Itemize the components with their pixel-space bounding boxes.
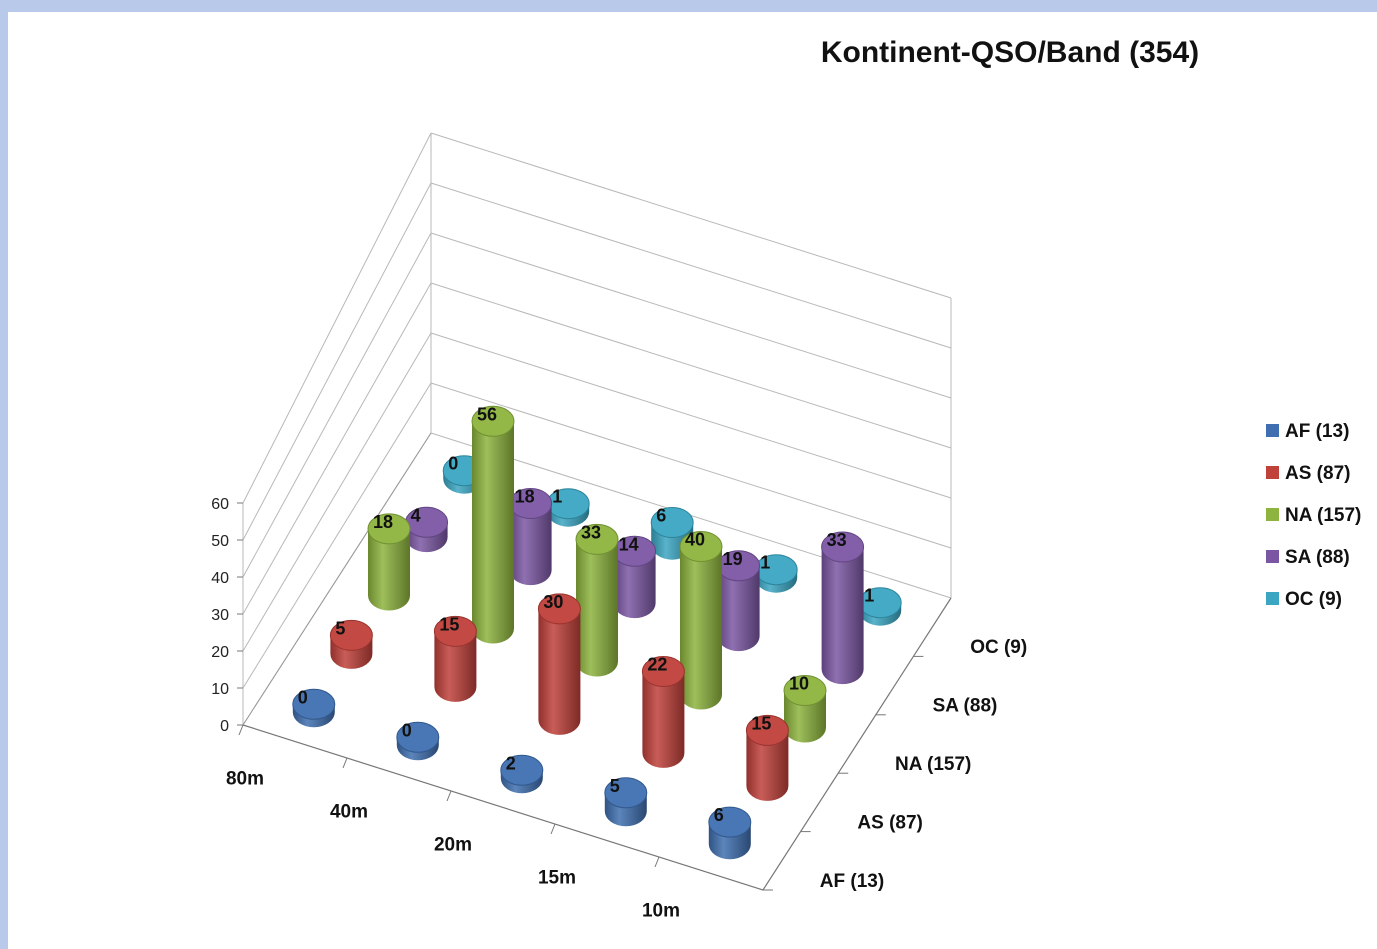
legend-item: NA (157) xyxy=(1266,505,1361,526)
y-tick-label: OC (9) xyxy=(970,637,1027,658)
bar-value-label: 1 xyxy=(760,553,770,573)
z-axis-ticks: 0 10 20 30 40 50 60 xyxy=(211,496,243,735)
y-tick-label: NA (157) xyxy=(895,754,971,775)
x-tick-label: 15m xyxy=(538,868,576,889)
bar-cylinder: 30 xyxy=(537,592,581,735)
bar-value-label: 18 xyxy=(515,487,535,507)
bar-cylinder: 18 xyxy=(367,512,411,611)
legend-swatch xyxy=(1266,550,1279,563)
bar-value-label: 0 xyxy=(298,687,308,707)
legend-item: AF (13) xyxy=(1266,421,1349,442)
y-tick-label: AF (13) xyxy=(820,871,884,892)
legend-label: NA (157) xyxy=(1285,505,1361,526)
legend-label: SA (88) xyxy=(1285,547,1350,568)
bar-value-label: 15 xyxy=(439,614,459,634)
x-tick-label: 80m xyxy=(226,769,264,790)
bar-value-label: 40 xyxy=(685,530,705,550)
z-tick-label: 40 xyxy=(211,570,229,587)
bar-value-label: 5 xyxy=(335,618,345,638)
y-tick-label: SA (88) xyxy=(933,696,998,717)
bar-cylinder: 1 xyxy=(546,487,590,527)
bar-value-label: 15 xyxy=(751,713,771,733)
y-tick-label: AS (87) xyxy=(857,812,922,833)
legend-swatch xyxy=(1266,466,1279,479)
bar-value-label: 6 xyxy=(714,805,724,825)
y-axis-ticks: AF (13) AS (87) NA (157) SA (88) OC (9) xyxy=(763,637,1027,892)
x-tick-label: 40m xyxy=(330,802,368,823)
legend-swatch xyxy=(1266,508,1279,521)
bar-cylinder: 15 xyxy=(745,713,789,801)
z-tick-label: 0 xyxy=(220,718,229,735)
bar-value-label: 14 xyxy=(619,534,639,554)
x-tick-label: 10m xyxy=(642,901,680,922)
bar-cylinder: 19 xyxy=(717,549,761,652)
bar-cylinder: 1 xyxy=(754,553,798,593)
legend-item: OC (9) xyxy=(1266,589,1342,610)
legend: AF (13) AS (87) NA (157) SA (88) OC (9) xyxy=(1266,421,1361,610)
bar-cylinder: 56 xyxy=(471,404,515,644)
chart-title: Kontinent-QSO/Band (354) xyxy=(821,36,1199,69)
bar-cylinder: 4 xyxy=(405,505,449,553)
z-tick-label: 10 xyxy=(211,681,229,698)
bar-cylinder: 40 xyxy=(679,530,723,710)
bar-value-label: 33 xyxy=(827,530,847,550)
bar-cylinder: 15 xyxy=(433,614,477,702)
z-tick-label: 50 xyxy=(211,533,229,550)
axes xyxy=(242,432,952,891)
legend-swatch xyxy=(1266,424,1279,437)
bar-cylinder: 18 xyxy=(509,487,553,586)
bar-value-label: 56 xyxy=(477,404,497,424)
bar-cylinder: 10 xyxy=(783,674,827,743)
bar-value-label: 18 xyxy=(373,512,393,532)
bar-cylinder: 6 xyxy=(708,805,752,860)
bar-value-label: 22 xyxy=(647,655,667,675)
z-tick-label: 60 xyxy=(211,496,229,513)
bar-cylinder: 0 xyxy=(292,687,336,728)
bar-value-label: 33 xyxy=(581,522,601,542)
bar-cylinder: 0 xyxy=(396,720,440,761)
legend-label: OC (9) xyxy=(1285,589,1342,610)
bar-cylinder: 5 xyxy=(329,618,373,669)
bar-cylinder: 14 xyxy=(613,534,657,619)
bar-value-label: 30 xyxy=(543,592,563,612)
bar-value-label: 0 xyxy=(402,720,412,740)
bar-value-label: 2 xyxy=(506,753,516,773)
bar-value-label: 5 xyxy=(610,776,620,796)
bar-value-label: 6 xyxy=(656,506,666,526)
legend-label: AS (87) xyxy=(1285,463,1350,484)
bar-value-label: 1 xyxy=(552,487,562,507)
z-tick-label: 30 xyxy=(211,607,229,624)
chart-frame: Kontinent-QSO/Band (354) 0 10 20 30 40 50 60 8… xyxy=(8,12,1377,949)
bar-cylinder: 22 xyxy=(641,655,685,768)
x-tick-label: 20m xyxy=(434,835,472,856)
bar-cylinder: 2 xyxy=(500,753,544,794)
bar-cylinder: 33 xyxy=(821,530,865,685)
bar-cylinder: 33 xyxy=(575,522,619,677)
legend-item: SA (88) xyxy=(1266,547,1350,568)
bar-cylinder: 1 xyxy=(858,586,902,626)
legend-label: AF (13) xyxy=(1285,421,1349,442)
z-tick-label: 20 xyxy=(211,644,229,661)
bar-value-label: 10 xyxy=(789,674,809,694)
bar-value-label: 4 xyxy=(411,505,421,525)
bar-value-label: 0 xyxy=(448,454,458,474)
back-walls-gridlines xyxy=(242,132,952,726)
legend-swatch xyxy=(1266,592,1279,605)
bar-value-label: 19 xyxy=(723,549,743,569)
x-axis-ticks: 80m 40m 20m 15m 10m xyxy=(226,724,680,922)
bar-value-label: 1 xyxy=(864,586,874,606)
legend-item: AS (87) xyxy=(1266,463,1350,484)
bar-cylinder: 5 xyxy=(604,776,648,827)
